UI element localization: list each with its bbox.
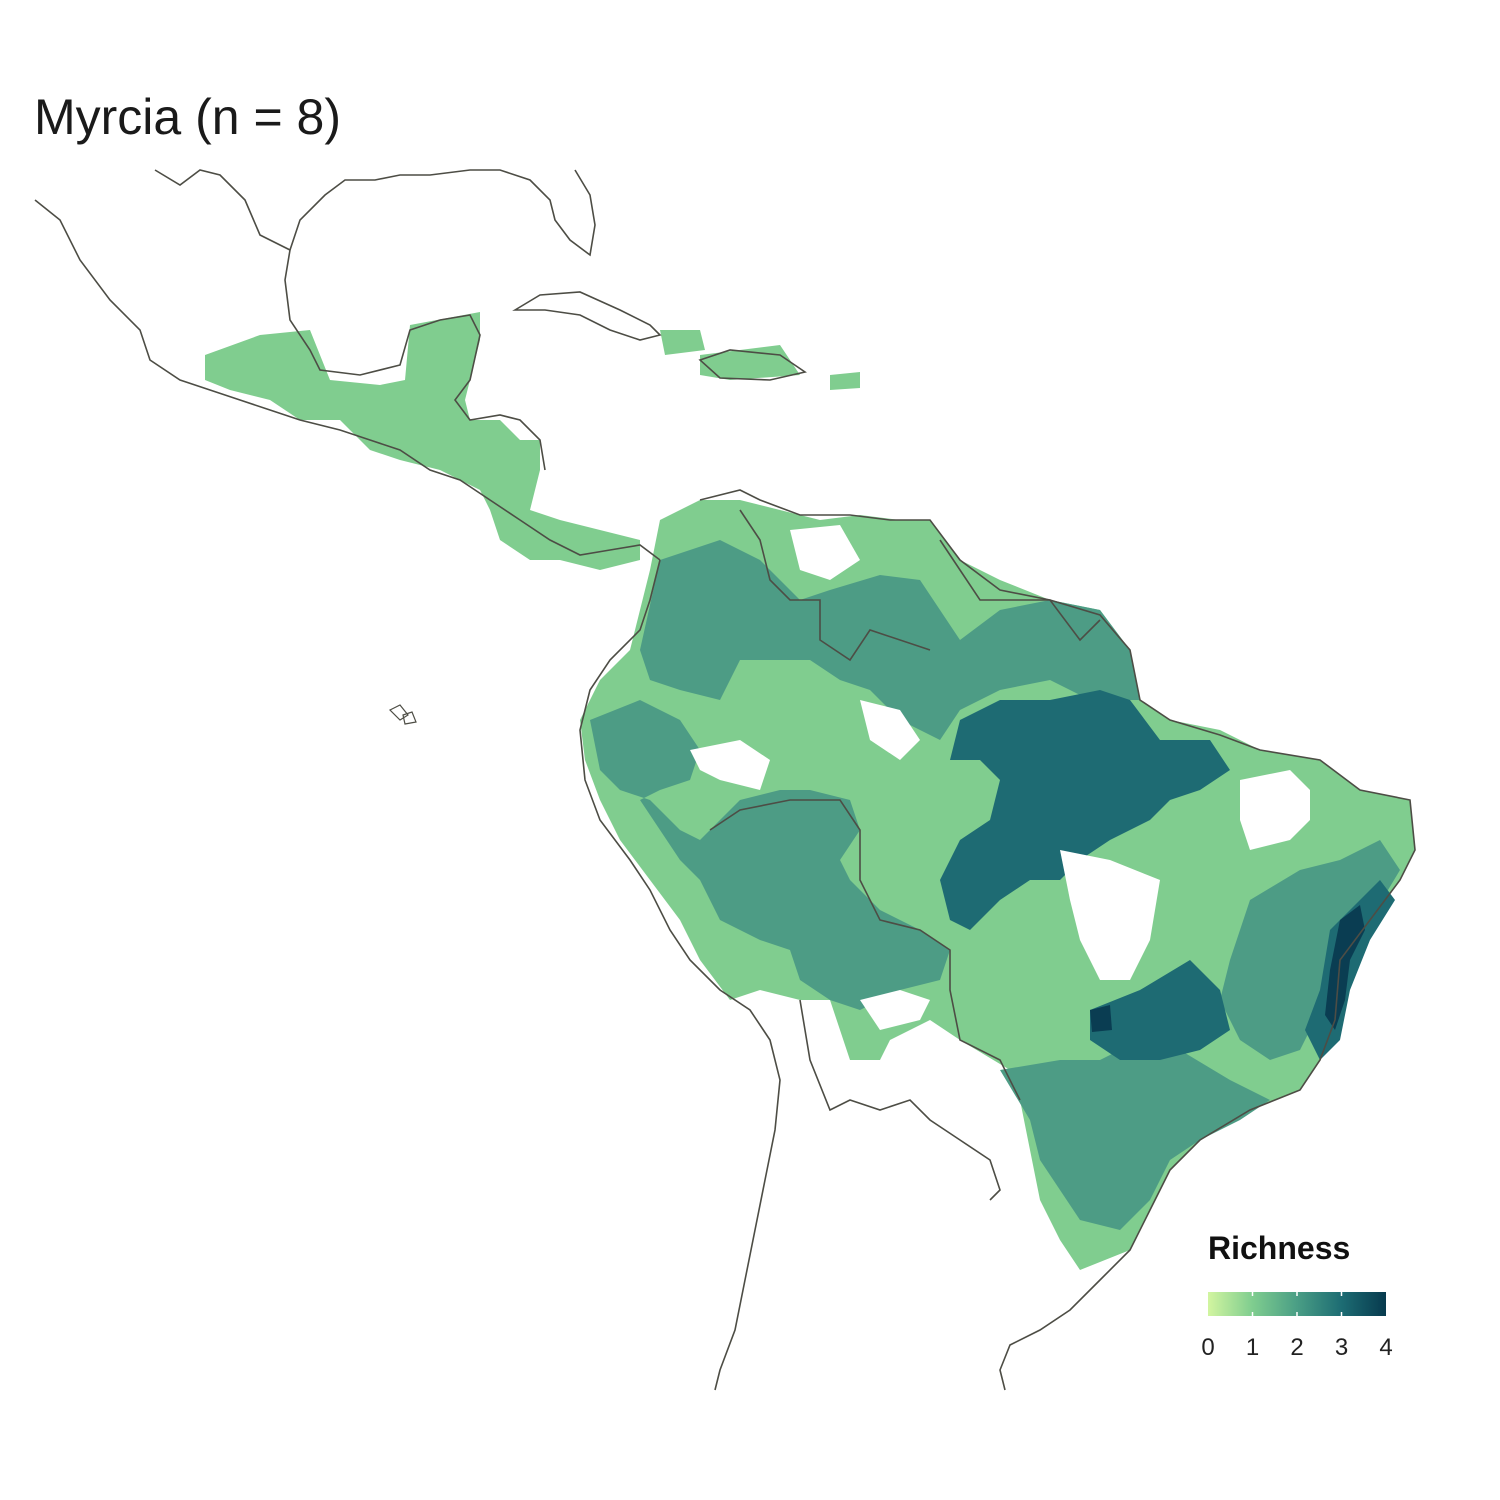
coastline-layer xyxy=(34,169,1416,1391)
gap-chaco xyxy=(860,990,930,1030)
richness-region-2-west xyxy=(590,700,950,1010)
richness-region-2-north xyxy=(640,540,1140,740)
galapagos-island-2 xyxy=(402,711,417,725)
richness-region-4-spot xyxy=(1090,1005,1112,1032)
legend-tick-label-4: 4 xyxy=(1379,1334,1393,1361)
richness-region-4-coast xyxy=(1325,905,1365,1030)
legend-title: Richness xyxy=(1208,1230,1351,1266)
legend-tick-label-0: 0 xyxy=(1201,1334,1215,1361)
map-title: Myrcia (n = 8) xyxy=(34,89,342,145)
galapagos-islands xyxy=(388,704,417,725)
border-guianas xyxy=(939,539,1101,642)
gap-amazon-central xyxy=(860,700,920,760)
legend: Richness 0 1 2 3 4 xyxy=(1196,1230,1406,1370)
richness-region-greater-antilles xyxy=(660,330,860,390)
coastline-cuba xyxy=(512,291,662,341)
richness-region-2-east xyxy=(1220,840,1400,1060)
coastline-south-america-atlantic xyxy=(699,489,1416,1391)
richness-region-2-south xyxy=(1000,1040,1270,1230)
coastline-gulf-mexico xyxy=(154,169,546,471)
legend-tick-label-1: 1 xyxy=(1245,1334,1260,1361)
richness-region-mexico xyxy=(205,312,640,570)
coastline-north-america xyxy=(34,199,661,561)
richness-layer-2 xyxy=(590,540,1400,1230)
border-bolivia-brazil xyxy=(709,799,1021,1101)
legend-tick-label-3: 3 xyxy=(1334,1334,1349,1361)
border-venezuela-colombia xyxy=(739,509,931,662)
coastline-hispaniola xyxy=(698,349,807,381)
legend-tick-label-2: 2 xyxy=(1290,1334,1304,1361)
gap-amazon-west xyxy=(690,740,770,790)
richness-region-3-amazon xyxy=(940,690,1230,930)
richness-layer-4 xyxy=(1090,905,1365,1032)
galapagos-island-1 xyxy=(388,704,409,721)
legend-colorbar xyxy=(1208,1292,1386,1316)
no-data-gaps xyxy=(690,525,1310,1030)
richness-region-3-central xyxy=(1090,960,1230,1060)
gap-caatinga xyxy=(1240,770,1310,850)
coastline-usa-gulf xyxy=(289,169,596,257)
gap-cerrado xyxy=(1060,850,1160,980)
gap-venezuela xyxy=(790,525,860,580)
border-andes xyxy=(799,999,1001,1201)
coastline-south-america-pacific xyxy=(579,559,781,1391)
